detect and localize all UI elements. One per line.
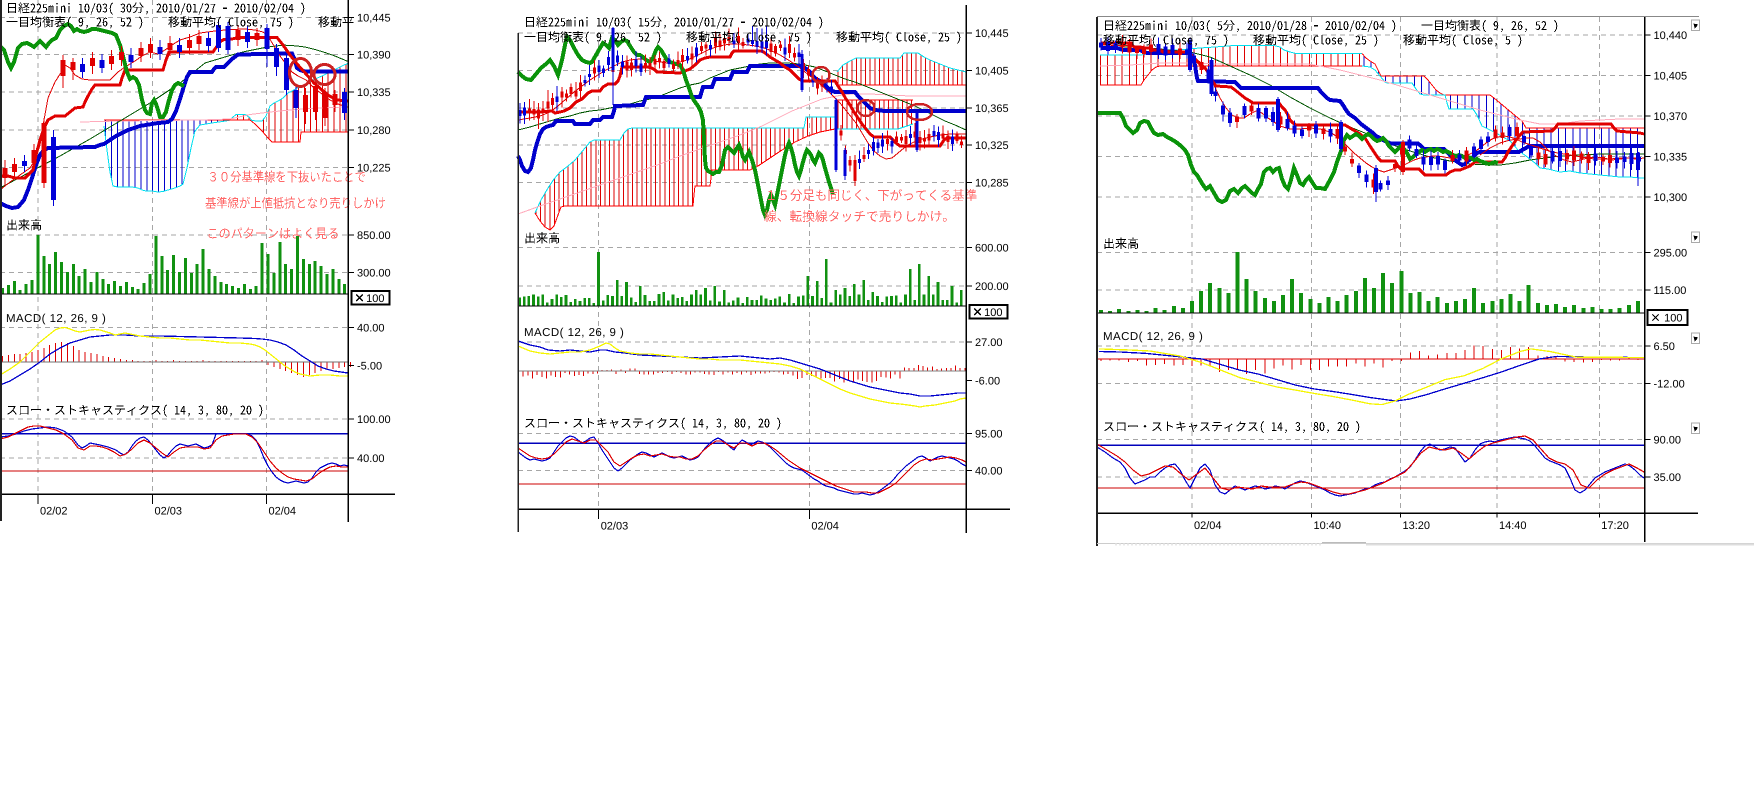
svg-text:40.00: 40.00 <box>975 465 1003 477</box>
svg-text:10,370: 10,370 <box>1654 111 1688 123</box>
svg-text:10,365: 10,365 <box>975 103 1009 115</box>
svg-text:295.00: 295.00 <box>1654 247 1688 259</box>
svg-text:100: 100 <box>366 293 384 305</box>
svg-text:14:40: 14:40 <box>1499 520 1527 532</box>
svg-text:10,440: 10,440 <box>1654 30 1688 42</box>
svg-text:95.00: 95.00 <box>975 429 1003 441</box>
svg-text:MACD( 12, 26, 9 ): MACD( 12, 26, 9 ) <box>1103 331 1203 343</box>
svg-text:02/04: 02/04 <box>811 521 839 533</box>
svg-text:10,390: 10,390 <box>357 50 391 62</box>
svg-text:10,445: 10,445 <box>357 13 391 25</box>
svg-text:40.00: 40.00 <box>357 323 385 335</box>
svg-text:10,300: 10,300 <box>1654 192 1688 204</box>
svg-text:40.00: 40.00 <box>357 453 385 465</box>
svg-text:10,445: 10,445 <box>975 28 1009 40</box>
svg-text:300.00: 300.00 <box>357 268 391 280</box>
svg-text:850.00: 850.00 <box>357 230 391 242</box>
svg-text:MACD( 12, 26, 9 ): MACD( 12, 26, 9 ) <box>6 313 106 325</box>
svg-text:600.00: 600.00 <box>975 242 1009 254</box>
svg-text:10,335: 10,335 <box>357 87 391 99</box>
svg-text:13:20: 13:20 <box>1403 520 1431 532</box>
svg-text:10,280: 10,280 <box>357 125 391 137</box>
svg-text:MACD( 12, 26, 9 ): MACD( 12, 26, 9 ) <box>524 327 624 339</box>
svg-text:10,405: 10,405 <box>975 65 1009 77</box>
svg-text:-6.00: -6.00 <box>975 376 1000 388</box>
svg-text:100: 100 <box>1664 313 1682 325</box>
svg-text:10:40: 10:40 <box>1314 520 1342 532</box>
svg-text:90.00: 90.00 <box>1654 434 1682 446</box>
svg-text:-12.00: -12.00 <box>1654 378 1685 390</box>
svg-text:35.00: 35.00 <box>1654 472 1682 484</box>
svg-text:200.00: 200.00 <box>975 281 1009 293</box>
svg-text:17:20: 17:20 <box>1601 520 1629 532</box>
svg-text:10,335: 10,335 <box>1654 152 1688 164</box>
svg-text:6.50: 6.50 <box>1654 341 1675 353</box>
svg-text:10,325: 10,325 <box>975 140 1009 152</box>
svg-text:-5.00: -5.00 <box>357 361 382 373</box>
svg-text:10,285: 10,285 <box>975 178 1009 190</box>
svg-text:10,225: 10,225 <box>357 163 391 175</box>
svg-text:02/02: 02/02 <box>40 506 68 518</box>
svg-text:10,405: 10,405 <box>1654 71 1688 83</box>
svg-text:100.00: 100.00 <box>357 414 391 426</box>
svg-text:115.00: 115.00 <box>1654 285 1687 297</box>
svg-text:02/03: 02/03 <box>601 521 629 533</box>
svg-text:100: 100 <box>984 307 1002 319</box>
svg-text:02/04: 02/04 <box>269 506 297 518</box>
svg-text:02/04: 02/04 <box>1194 520 1222 532</box>
svg-text:27.00: 27.00 <box>975 337 1003 349</box>
svg-text:02/03: 02/03 <box>155 506 183 518</box>
